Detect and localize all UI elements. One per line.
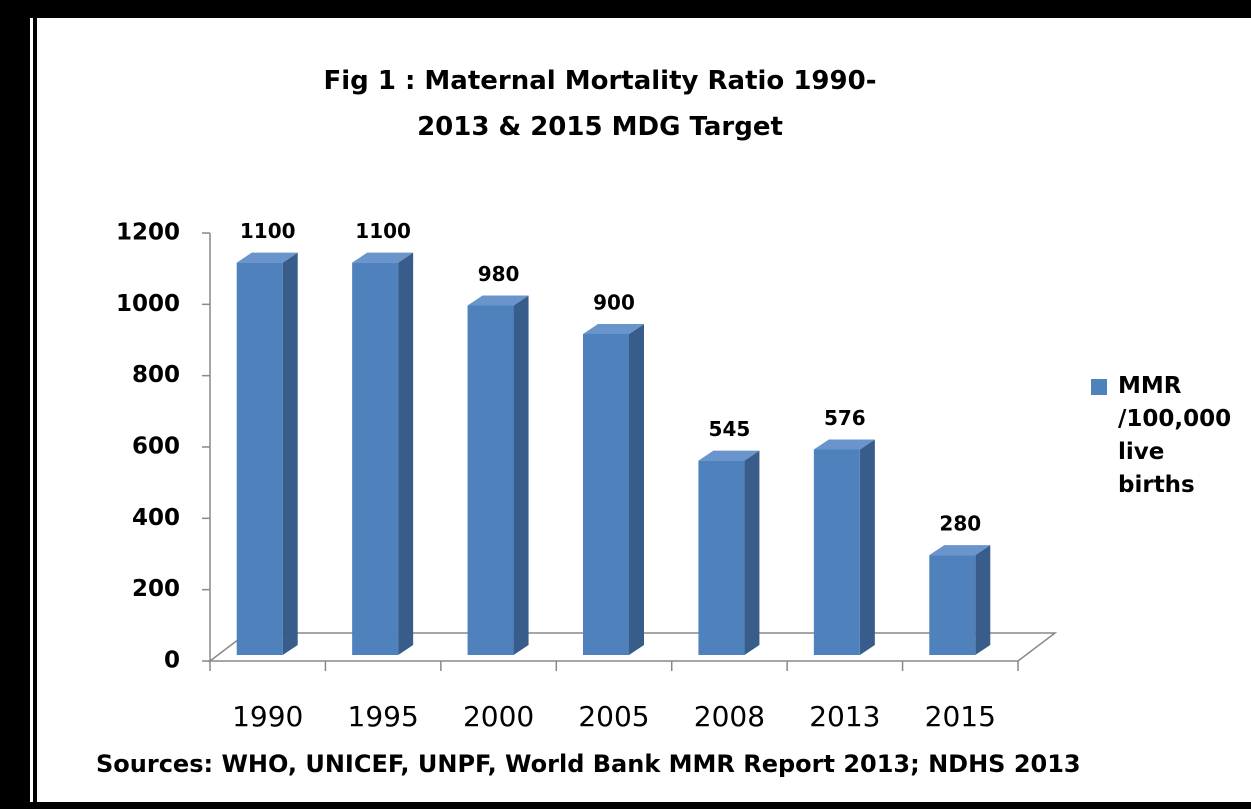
source-note: Sources: WHO, UNICEF, UNPF, World Bank M…: [96, 750, 1081, 778]
bar-top: [929, 545, 991, 556]
data-label: 1100: [240, 219, 296, 243]
bar-top: [583, 324, 644, 334]
bar: [236, 252, 298, 655]
chart-title: Fig 1 : Maternal Mortality Ratio 1990-20…: [323, 66, 877, 142]
bar-side: [398, 252, 414, 655]
data-label: 280: [939, 512, 981, 536]
bar: [929, 545, 991, 655]
bar: [467, 295, 529, 655]
y-tick-label: 400: [132, 505, 180, 531]
data-label: 1100: [355, 219, 411, 243]
bar-side: [629, 324, 644, 655]
bar: [698, 450, 760, 655]
x-tick-label: 2000: [463, 700, 534, 733]
bar-side: [513, 295, 529, 655]
bar-front: [813, 449, 860, 655]
x-tick-label: 1990: [232, 700, 303, 733]
x-tick-label: 2008: [694, 700, 765, 733]
bar-side: [975, 545, 991, 655]
bar: [352, 252, 414, 655]
x-tick-label: 1995: [348, 700, 419, 733]
bar-top: [236, 252, 298, 263]
y-tick-label: 600: [132, 434, 180, 460]
bar-top: [813, 439, 875, 450]
y-tick-label: 0: [164, 648, 180, 674]
data-label: 576: [824, 406, 866, 430]
legend-label: MMR /100,000 live births: [1118, 373, 1232, 498]
bar-top: [698, 450, 760, 461]
bar: [583, 324, 644, 655]
legend-swatch: [1091, 379, 1107, 395]
y-tick-label: 1000: [116, 291, 180, 317]
data-label: 545: [709, 417, 751, 441]
floor: [207, 632, 1058, 662]
bar-front: [583, 334, 629, 655]
x-tick-label: 2013: [809, 700, 880, 733]
bar-top: [467, 295, 529, 306]
x-tick-label: 2015: [925, 700, 996, 733]
bar-front: [352, 262, 399, 655]
bar-front: [236, 262, 283, 655]
data-label: 980: [478, 262, 520, 286]
bar-front: [698, 460, 745, 655]
bar-front: [929, 555, 976, 655]
x-tick-label: 2005: [578, 700, 649, 733]
bar-top: [352, 252, 414, 263]
data-label: 900: [593, 291, 635, 315]
bar: [813, 439, 875, 655]
bar-side: [282, 252, 298, 655]
bar-side: [744, 450, 760, 655]
y-tick-label: 200: [132, 576, 180, 602]
y-tick-label: 1200: [116, 220, 180, 246]
y-tick-label: 800: [132, 362, 180, 388]
bar-front: [467, 305, 514, 655]
bar-side: [859, 439, 875, 655]
frame-gap: [30, 18, 33, 802]
